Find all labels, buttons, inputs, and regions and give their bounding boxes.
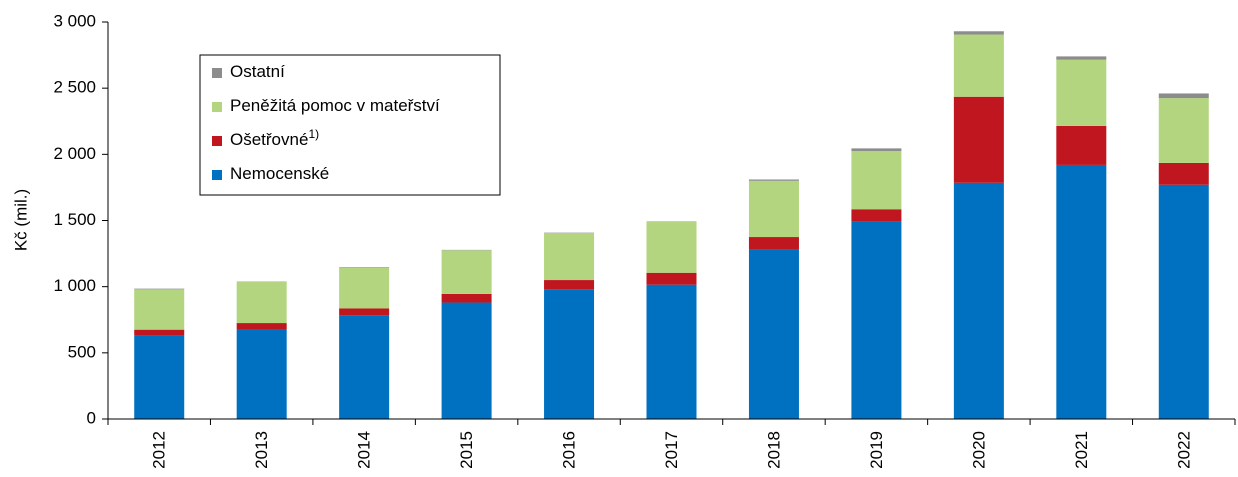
bar-segment bbox=[748, 249, 799, 419]
legend-label: Ošetřovné1) bbox=[230, 127, 319, 149]
bar-segment bbox=[748, 179, 799, 181]
bar-segment bbox=[134, 288, 185, 290]
legend-name: Peněžitá pomoc v mateřství bbox=[230, 96, 440, 115]
legend-label: Peněžitá pomoc v mateřství bbox=[230, 96, 440, 115]
bar-segment bbox=[544, 280, 595, 290]
y-tick-label: 3 000 bbox=[53, 11, 96, 30]
bar-segment bbox=[441, 293, 492, 303]
bar-segment bbox=[953, 31, 1004, 35]
bar-segment bbox=[236, 329, 287, 419]
bar-segment bbox=[1056, 164, 1107, 419]
bar-segment bbox=[1056, 59, 1107, 126]
bar-segment bbox=[1158, 184, 1209, 419]
bar-segment bbox=[953, 96, 1004, 183]
legend-box bbox=[199, 54, 501, 196]
x-tick-label: 2022 bbox=[1174, 431, 1193, 469]
bar-segment bbox=[1056, 125, 1107, 165]
legend-name: Ostatní bbox=[230, 62, 285, 81]
legend-swatch bbox=[212, 68, 222, 78]
x-tick-label: 2021 bbox=[1072, 431, 1091, 469]
bar-segment bbox=[1158, 98, 1209, 163]
legend-swatch bbox=[212, 170, 222, 180]
x-tick-label: 2016 bbox=[560, 431, 579, 469]
bar-segment bbox=[646, 221, 697, 273]
x-tick-label: 2017 bbox=[662, 431, 681, 469]
bar-segment bbox=[646, 284, 697, 419]
bar-segment bbox=[339, 315, 390, 419]
bar-segment bbox=[236, 282, 287, 324]
bar-segment bbox=[1056, 56, 1107, 60]
x-tick-label: 2018 bbox=[764, 431, 783, 469]
y-tick-label: 1 000 bbox=[53, 276, 96, 295]
y-axis-title: Kč (mil.) bbox=[11, 189, 30, 251]
y-tick-label: 500 bbox=[68, 342, 96, 361]
bar-segment bbox=[851, 209, 902, 222]
legend-name: Nemocenské bbox=[230, 164, 329, 183]
bar-segment bbox=[748, 180, 799, 238]
bar-segment bbox=[953, 34, 1004, 97]
x-tick-label: 2015 bbox=[457, 431, 476, 469]
bar-segment bbox=[236, 323, 287, 330]
bar-segment bbox=[851, 221, 902, 419]
legend-label: Ostatní bbox=[230, 62, 285, 81]
bar-segment bbox=[953, 182, 1004, 419]
bar-segment bbox=[544, 233, 595, 281]
bar-segment bbox=[1158, 93, 1209, 99]
bar-segment bbox=[851, 151, 902, 210]
x-tick-label: 2019 bbox=[867, 431, 886, 469]
bar-segment bbox=[134, 335, 185, 419]
bar-segment bbox=[748, 237, 799, 250]
bar-segment bbox=[339, 308, 390, 316]
x-tick-label: 2020 bbox=[969, 431, 988, 469]
bar-segment bbox=[339, 267, 390, 309]
y-tick-label: 1 500 bbox=[53, 210, 96, 229]
x-tick-label: 2012 bbox=[150, 431, 169, 469]
legend-swatch bbox=[212, 102, 222, 112]
bar-segment bbox=[646, 272, 697, 285]
bar-segment bbox=[134, 329, 185, 336]
bar-segment bbox=[851, 148, 902, 152]
legend-swatch bbox=[212, 136, 222, 146]
y-tick-label: 2 500 bbox=[53, 78, 96, 97]
y-tick-label: 2 000 bbox=[53, 144, 96, 163]
bar-segment bbox=[441, 302, 492, 419]
legend-label: Nemocenské bbox=[230, 164, 329, 183]
x-tick-label: 2013 bbox=[252, 431, 271, 469]
legend-superscript: 1) bbox=[308, 127, 319, 141]
x-tick-label: 2014 bbox=[355, 431, 374, 469]
bar-segment bbox=[1158, 162, 1209, 185]
bar-segment bbox=[544, 289, 595, 419]
bar-segment bbox=[441, 250, 492, 294]
y-tick-label: 0 bbox=[87, 408, 96, 427]
legend-name: Ošetřovné bbox=[230, 130, 308, 149]
bar-segment bbox=[134, 289, 185, 330]
